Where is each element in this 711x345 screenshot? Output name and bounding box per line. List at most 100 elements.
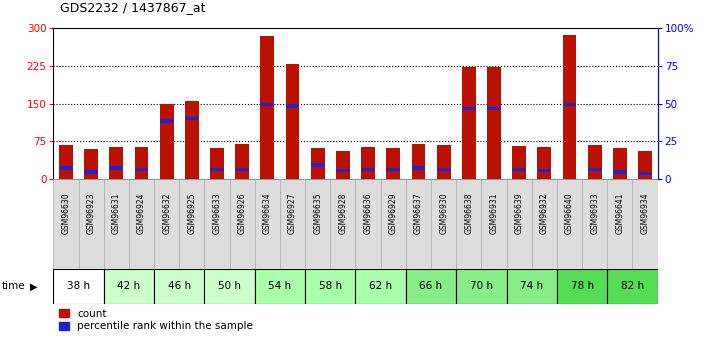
Text: 82 h: 82 h: [621, 282, 644, 291]
Bar: [512, 168, 526, 171]
Text: GSM96926: GSM96926: [237, 193, 247, 234]
Bar: [205, 269, 255, 304]
Bar: [286, 64, 299, 179]
Text: GSM96632: GSM96632: [162, 193, 171, 234]
Text: GSM96631: GSM96631: [112, 193, 121, 234]
Text: GSM96930: GSM96930: [439, 193, 448, 235]
Text: 66 h: 66 h: [419, 282, 443, 291]
Text: GSM96638: GSM96638: [464, 193, 474, 234]
Bar: [582, 179, 607, 269]
Bar: [557, 269, 607, 304]
Bar: [613, 148, 627, 179]
Bar: [588, 145, 602, 179]
Text: 70 h: 70 h: [470, 282, 493, 291]
Text: GSM96925: GSM96925: [187, 193, 196, 234]
Text: GSM96637: GSM96637: [414, 193, 423, 235]
Text: 50 h: 50 h: [218, 282, 241, 291]
Bar: [104, 269, 154, 304]
Bar: [84, 170, 98, 174]
Bar: [456, 269, 506, 304]
Bar: [506, 269, 557, 304]
Text: GSM96933: GSM96933: [590, 193, 599, 235]
Text: 42 h: 42 h: [117, 282, 141, 291]
Text: 78 h: 78 h: [570, 282, 594, 291]
Text: GDS2232 / 1437867_at: GDS2232 / 1437867_at: [60, 1, 206, 14]
Bar: [538, 147, 551, 179]
Bar: [481, 179, 506, 269]
Bar: [305, 179, 331, 269]
Bar: [406, 269, 456, 304]
Text: GSM96635: GSM96635: [314, 193, 322, 235]
Bar: [607, 269, 658, 304]
Bar: [280, 179, 305, 269]
Text: GSM96931: GSM96931: [489, 193, 498, 234]
Bar: [412, 144, 425, 179]
Bar: [506, 179, 532, 269]
Bar: [53, 179, 78, 269]
Text: time: time: [1, 282, 25, 291]
Text: GSM96932: GSM96932: [540, 193, 549, 234]
Bar: [260, 103, 274, 106]
Bar: [456, 179, 481, 269]
Bar: [305, 269, 356, 304]
Bar: [154, 269, 205, 304]
Bar: [109, 167, 123, 170]
Bar: [78, 179, 104, 269]
Bar: [512, 146, 526, 179]
Bar: [607, 179, 633, 269]
Bar: [336, 168, 350, 172]
Bar: [487, 107, 501, 110]
Bar: [431, 179, 456, 269]
Bar: [129, 179, 154, 269]
Bar: [210, 148, 224, 179]
Bar: [255, 269, 305, 304]
Text: GSM96928: GSM96928: [338, 193, 348, 234]
Bar: [361, 168, 375, 171]
Text: GSM96927: GSM96927: [288, 193, 297, 234]
Bar: [134, 168, 149, 171]
Bar: [331, 179, 356, 269]
Bar: [336, 151, 350, 179]
Bar: [538, 168, 551, 172]
Bar: [311, 164, 325, 167]
Text: 54 h: 54 h: [268, 282, 292, 291]
Text: GSM96640: GSM96640: [565, 193, 574, 235]
Bar: [406, 179, 431, 269]
Bar: [104, 179, 129, 269]
Text: 74 h: 74 h: [520, 282, 543, 291]
Legend: count, percentile rank within the sample: count, percentile rank within the sample: [58, 309, 253, 332]
Text: GSM96636: GSM96636: [363, 193, 373, 235]
Bar: [286, 104, 299, 108]
Bar: [532, 179, 557, 269]
Bar: [185, 101, 199, 179]
Bar: [53, 269, 104, 304]
Bar: [179, 179, 205, 269]
Bar: [154, 179, 179, 269]
Bar: [462, 107, 476, 110]
Text: GSM96929: GSM96929: [389, 193, 397, 234]
Bar: [205, 179, 230, 269]
Bar: [638, 171, 652, 175]
Bar: [235, 168, 249, 171]
Bar: [588, 168, 602, 171]
Text: 62 h: 62 h: [369, 282, 392, 291]
Bar: [255, 179, 280, 269]
Bar: [562, 103, 577, 106]
Bar: [59, 145, 73, 179]
Bar: [356, 269, 406, 304]
Bar: [311, 148, 325, 179]
Bar: [462, 67, 476, 179]
Bar: [380, 179, 406, 269]
Bar: [562, 35, 577, 179]
Bar: [356, 179, 380, 269]
Text: 38 h: 38 h: [67, 282, 90, 291]
Bar: [134, 147, 149, 179]
Bar: [638, 150, 652, 179]
Text: GSM96923: GSM96923: [87, 193, 95, 234]
Text: GSM96634: GSM96634: [263, 193, 272, 235]
Bar: [412, 167, 425, 170]
Bar: [633, 179, 658, 269]
Bar: [160, 104, 173, 179]
Bar: [613, 170, 627, 174]
Text: GSM96924: GSM96924: [137, 193, 146, 234]
